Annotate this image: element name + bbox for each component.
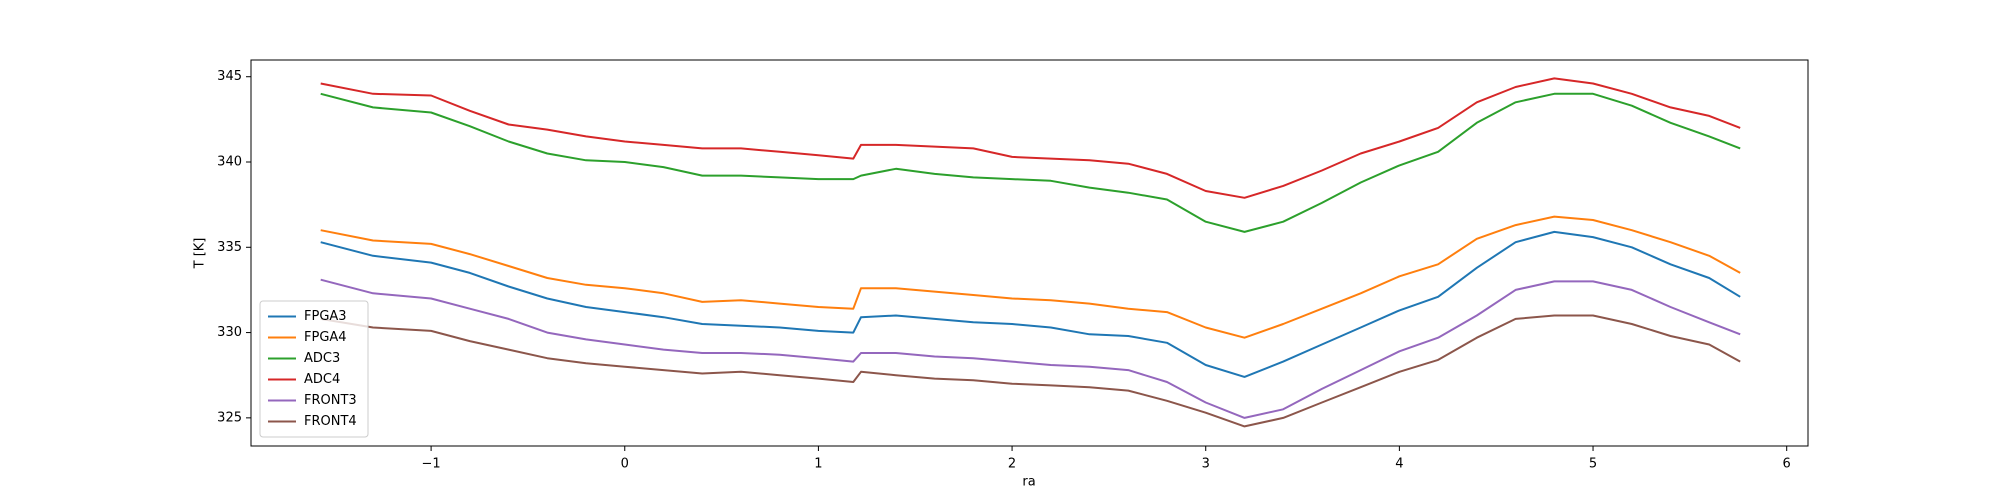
x-tick-label: 4: [1395, 457, 1403, 472]
plot-frame: [250, 59, 1809, 447]
y-tick-label: 335: [217, 240, 242, 255]
x-tick-label: −1: [422, 457, 441, 472]
legend-box: [259, 300, 369, 438]
x-tick-label: 1: [814, 457, 822, 472]
x-axis-label: ra: [1022, 475, 1035, 490]
x-tick-label: 6: [1783, 457, 1791, 472]
legend-label: FRONT3: [304, 393, 357, 408]
legend-label: FPGA4: [304, 330, 347, 345]
legend-label: ADC4: [304, 372, 340, 387]
y-tick-label: 345: [217, 69, 242, 84]
series-line: [320, 77, 1741, 199]
series-line: [320, 230, 1741, 378]
y-tick-label: 325: [217, 410, 242, 425]
legend-label: FPGA3: [304, 309, 347, 324]
y-axis-label: T [K]: [193, 238, 208, 270]
legend-label: ADC3: [304, 351, 340, 366]
series-line: [320, 92, 1741, 233]
series-line: [320, 314, 1741, 428]
y-tick-label: 330: [217, 325, 242, 340]
series-line: [320, 215, 1741, 339]
y-tick-label: 340: [217, 155, 242, 170]
legend-label: FRONT4: [304, 414, 357, 429]
x-tick-label: 0: [621, 457, 629, 472]
series-line: [320, 278, 1741, 419]
x-tick-label: 2: [1008, 457, 1016, 472]
x-tick-label: 3: [1202, 457, 1210, 472]
x-tick-label: 5: [1589, 457, 1597, 472]
